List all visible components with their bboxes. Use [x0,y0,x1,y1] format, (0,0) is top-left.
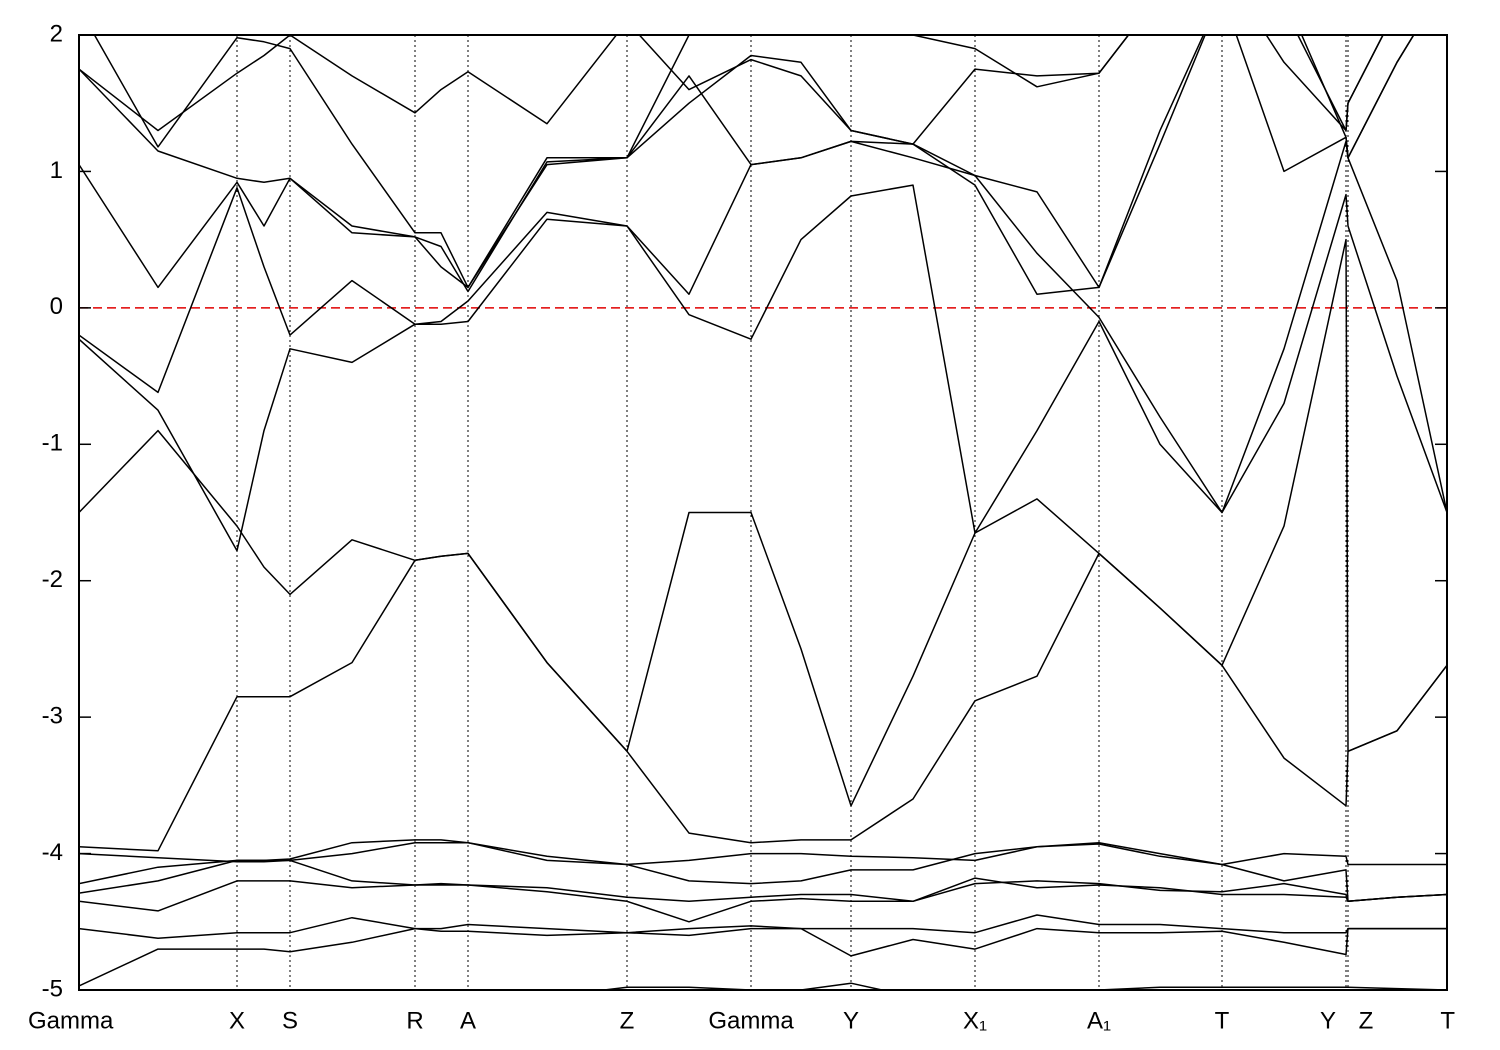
band [79,914,1447,939]
y-tick-label: -5 [42,975,63,1002]
band [79,552,1447,852]
y-tick-label: 2 [50,20,63,47]
x-tick-label: Y [843,1007,859,1034]
x-tick-label: X [229,1007,245,1034]
band [79,140,1447,514]
plot-frame [78,34,1448,991]
band [597,982,1447,990]
y-tick-label: -2 [42,566,63,593]
x-tick-label: Z [1359,1007,1374,1034]
band [79,839,1447,885]
band [79,841,1447,903]
band [79,859,1447,923]
y-tick-label: -4 [42,839,63,866]
plot-area [79,35,1447,990]
band [79,238,1447,807]
band [79,877,1447,912]
x-tick-label: X₁ [963,1007,987,1034]
y-tick-label: 0 [50,293,63,320]
band [79,184,1447,552]
band [79,35,1384,145]
band [79,35,1415,295]
y-tick-label: -3 [42,702,63,729]
x-tick-label: A₁ [1087,1007,1111,1034]
x-tick-label: Y [1320,1007,1336,1034]
x-tick-label: Gamma [708,1007,794,1034]
x-tick-label: R [406,1007,423,1034]
band [93,35,1384,289]
x-tick-label: T [1440,1007,1455,1034]
x-tick-label: Z [620,1007,635,1034]
x-tick-label: T [1215,1007,1230,1034]
band [79,35,1415,293]
band [79,927,1447,987]
x-tick-label: A [460,1007,476,1034]
y-tick-label: 1 [50,157,63,184]
x-tick-label: S [282,1007,298,1034]
x-tick-label: Gamma [28,1007,114,1034]
y-tick-label: -1 [42,430,63,457]
